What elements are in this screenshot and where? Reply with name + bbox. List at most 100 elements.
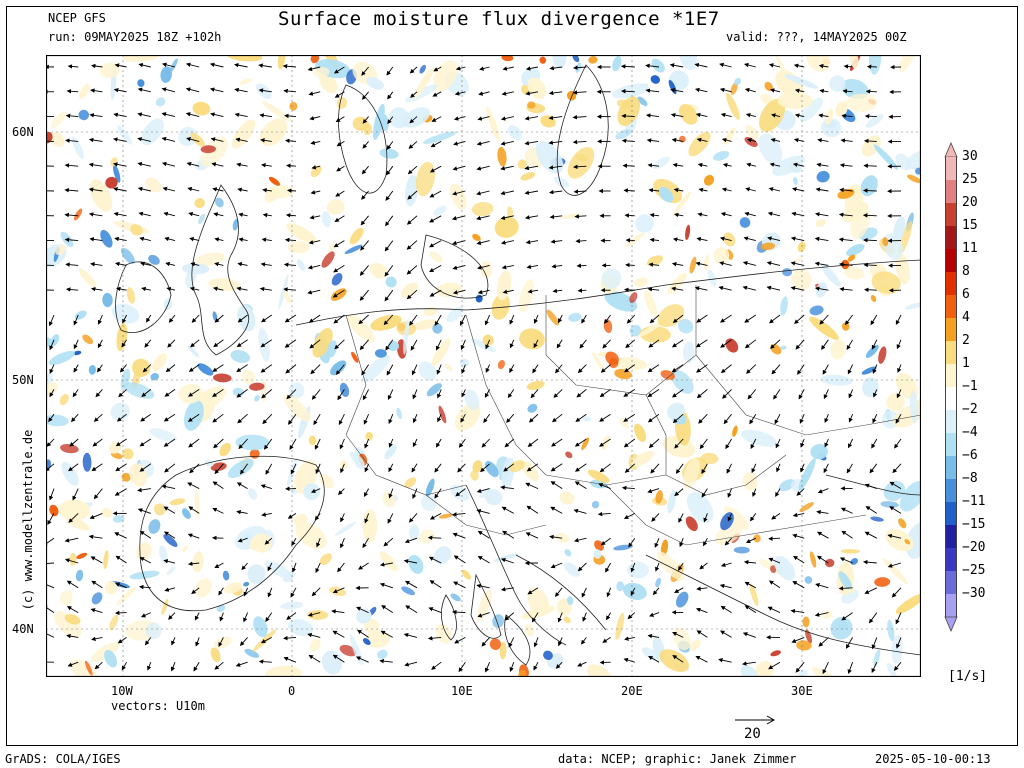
flux-patch: [749, 583, 759, 607]
colorbar-level-label: −30: [962, 586, 986, 601]
wind-arrow: [88, 212, 103, 217]
flux-patch: [214, 636, 232, 649]
wind-arrow: [501, 240, 514, 245]
run-label: run: 09MAY2025 18Z +102h: [48, 30, 222, 44]
wind-arrow: [800, 438, 805, 448]
wind-arrow: [362, 141, 369, 149]
wind-arrow: [824, 438, 829, 448]
wind-arrow: [501, 264, 514, 270]
wind-arrow: [720, 112, 732, 118]
flux-patch: [192, 101, 211, 116]
wind-arrow: [404, 537, 418, 544]
vector-note: vectors: U10m: [111, 699, 205, 713]
wind-arrow: [168, 314, 176, 323]
wind-arrow: [839, 163, 853, 168]
flux-patch: [873, 649, 881, 667]
wind-arrow: [573, 164, 587, 170]
flux-patch: [865, 114, 884, 128]
flux-patch: [344, 244, 363, 254]
reference-arrow-icon: [735, 715, 776, 725]
colorbar-level-label: 30: [962, 149, 978, 164]
wind-arrow: [621, 485, 635, 491]
wind-arrow: [236, 482, 248, 489]
flux-patch: [289, 101, 298, 111]
flux-patch: [163, 534, 178, 547]
wind-arrow: [188, 211, 200, 217]
wind-arrow: [139, 530, 152, 539]
wind-arrow: [237, 314, 248, 323]
flux-patch: [82, 452, 92, 472]
wind-arrow: [97, 364, 103, 373]
flux-patch: [471, 201, 494, 217]
flux-patch: [362, 508, 378, 543]
flux-patch: [619, 418, 629, 429]
wind-arrow: [387, 513, 394, 524]
flux-patch: [104, 649, 118, 668]
colorbar-swatch: [945, 341, 957, 364]
colorbar-swatch: [945, 433, 957, 456]
flux-patch: [130, 224, 143, 236]
wind-arrow: [188, 389, 200, 397]
flux-patch: [660, 539, 669, 556]
flux-patch: [613, 544, 633, 551]
flux-patch: [120, 368, 131, 391]
flux-patch: [169, 498, 186, 506]
wind-arrow: [864, 483, 877, 490]
flux-patch: [780, 296, 788, 316]
flux-patch: [161, 598, 169, 615]
wind-arrow: [73, 339, 79, 350]
colorbar-swatch: [945, 272, 957, 295]
colorbar-level-label: 25: [962, 172, 978, 187]
flux-patch: [565, 451, 573, 459]
flux-patch: [268, 176, 281, 186]
wind-arrow: [816, 555, 829, 564]
wind-arrow: [287, 513, 297, 519]
wind-arrow: [526, 505, 539, 514]
wind-arrow: [363, 488, 369, 497]
colorbar-bottom-cap: [944, 616, 958, 632]
wind-arrow: [283, 88, 297, 94]
flux-patch: [374, 349, 387, 358]
flux-patch: [413, 66, 435, 99]
flux-patch: [870, 294, 877, 303]
flux-patch: [198, 213, 205, 225]
wind-arrow: [261, 512, 272, 517]
wind-arrow: [388, 463, 394, 473]
flux-patch: [287, 619, 314, 637]
wind-arrow: [452, 512, 466, 517]
wind-arrow: [337, 562, 345, 573]
wind-arrow: [674, 438, 684, 449]
wind-arrow: [647, 287, 660, 292]
wind-arrow: [776, 463, 781, 473]
flux-patch: [109, 614, 119, 631]
colorbar-swatch: [945, 479, 957, 502]
flux-patch: [891, 635, 903, 664]
wind-arrow: [138, 62, 151, 68]
wind-arrow: [524, 140, 539, 146]
wind-arrow: [552, 288, 563, 294]
colorbar-swatch: [945, 571, 957, 594]
wind-arrow: [696, 236, 708, 242]
wind-arrow: [574, 463, 587, 472]
flux-patch: [564, 549, 572, 557]
wind-arrow: [338, 413, 345, 426]
wind-arrow: [600, 364, 611, 373]
wind-arrow: [49, 364, 55, 374]
wind-arrow: [846, 339, 853, 350]
flux-patch: [195, 577, 212, 598]
flux-patch: [796, 640, 812, 651]
wind-arrow: [792, 512, 805, 518]
flux-patch: [182, 545, 188, 553]
colorbar-swatch: [945, 594, 957, 617]
flux-patch: [170, 58, 178, 72]
flux-patch: [232, 218, 239, 231]
wind-arrow: [73, 364, 79, 373]
flux-patch: [71, 136, 84, 159]
wind-arrow: [577, 364, 587, 374]
wind-arrow: [558, 314, 563, 324]
wind-arrow: [67, 64, 79, 69]
flux-patch: [830, 616, 853, 640]
flux-patch: [64, 614, 81, 625]
wind-arrow: [69, 438, 79, 447]
lon-label-30e: 30E: [791, 684, 813, 698]
